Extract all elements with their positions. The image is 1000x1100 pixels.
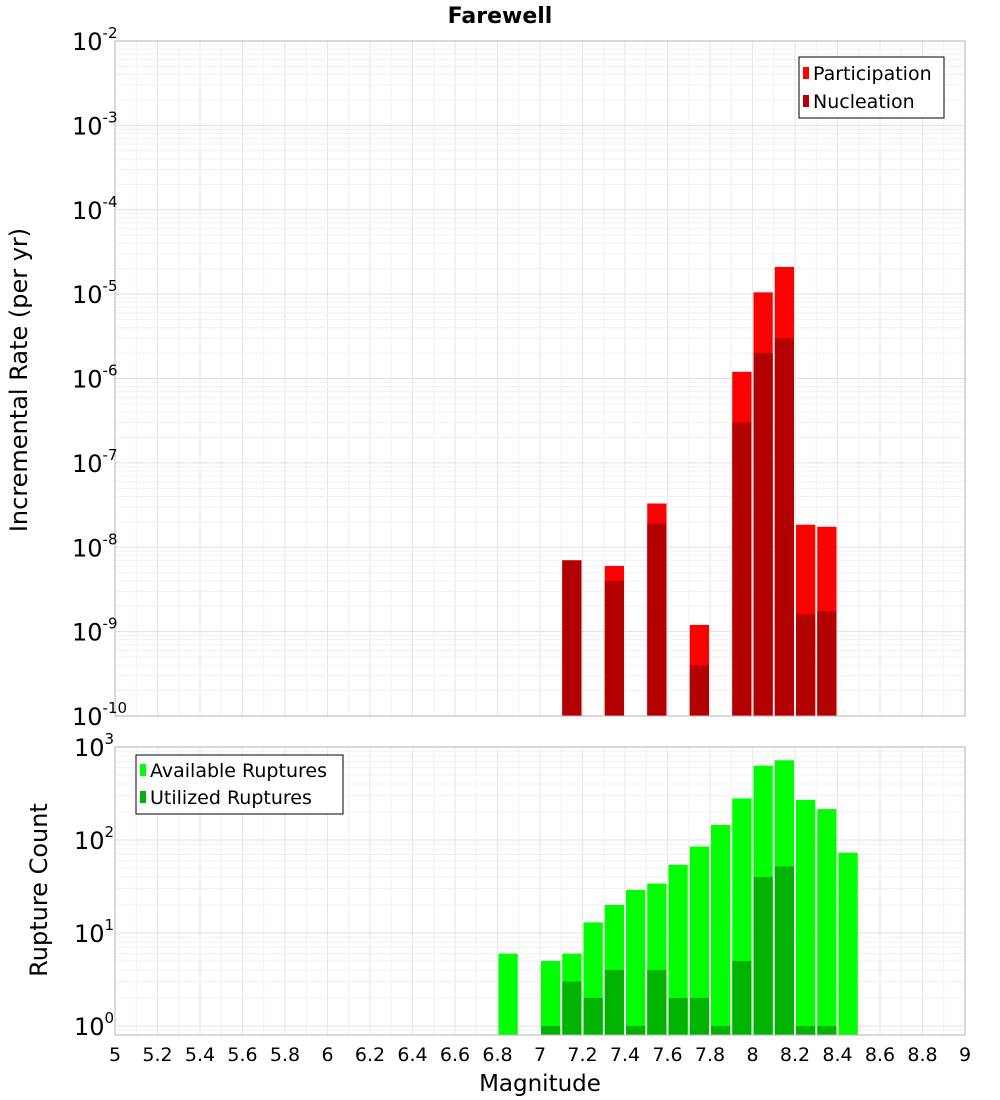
bar-nucleation: [689, 665, 709, 716]
rate-bars: [562, 266, 837, 716]
bar-utilized-ruptures: [796, 1025, 816, 1035]
bar-nucleation: [647, 523, 667, 716]
count-legend-box: [135, 754, 344, 815]
x-tick-label: 7: [534, 1044, 546, 1066]
bar-utilized-ruptures: [689, 997, 709, 1035]
y-tick-label: 10-10: [72, 699, 127, 731]
legend-label-utilized: Utilized Ruptures: [150, 787, 312, 809]
y-tick-label: 100: [74, 1009, 114, 1041]
y-tick-label: 10-3: [72, 108, 118, 140]
legend-label-participation: Participation: [813, 63, 932, 85]
y-tick-label: 101: [74, 916, 114, 948]
y-tick-label: 10-5: [72, 277, 118, 309]
legend-swatch-utilized: [140, 791, 146, 803]
y-tick-label: 10-7: [72, 446, 118, 478]
bar-nucleation: [732, 422, 752, 716]
bar-nucleation: [562, 560, 582, 716]
rate-plot-border: [114, 40, 966, 717]
count-plot-border: [114, 746, 966, 1036]
y-tick-label: 103: [74, 730, 114, 762]
x-tick-label: 5: [109, 1044, 121, 1066]
x-tick-label: 9: [959, 1044, 971, 1066]
x-tick-label: 6.8: [482, 1044, 512, 1066]
bar-available-ruptures: [541, 960, 561, 1035]
y-tick-label: 10-9: [72, 615, 118, 647]
y-tick-label: 10-6: [72, 362, 118, 394]
bar-utilized-ruptures: [626, 1025, 646, 1035]
bar-nucleation: [774, 338, 794, 716]
x-tick-label: 8.4: [822, 1044, 852, 1066]
bar-nucleation: [753, 353, 773, 716]
bar-utilized-ruptures: [774, 866, 794, 1035]
rate-legend-box: [798, 56, 945, 119]
legend-label-nucleation: Nucleation: [813, 91, 915, 113]
bar-available-ruptures: [668, 864, 688, 1035]
rate-gridlines: [114, 41, 966, 717]
x-tick-label: 7.4: [610, 1044, 640, 1066]
x-tick-label: 5.8: [270, 1044, 300, 1066]
rate-legend: Participation Nucleation: [798, 56, 945, 119]
bar-utilized-ruptures: [647, 969, 667, 1035]
x-tick-label: 5.4: [185, 1044, 215, 1066]
bar-available-ruptures: [626, 889, 646, 1035]
x-tick-label: 7.8: [695, 1044, 725, 1066]
x-tick-label: 5.6: [227, 1044, 257, 1066]
bar-utilized-ruptures: [562, 981, 582, 1035]
count-bars: [498, 760, 858, 1035]
bar-utilized-ruptures: [711, 1025, 731, 1035]
bar-utilized-ruptures: [583, 997, 603, 1035]
bar-utilized-ruptures: [668, 997, 688, 1035]
bar-nucleation: [817, 611, 837, 716]
bar-nucleation: [604, 580, 624, 716]
x-tick-label: 5.2: [142, 1044, 172, 1066]
x-tick-label: 8.8: [907, 1044, 937, 1066]
bar-available-ruptures: [796, 799, 816, 1035]
bar-utilized-ruptures: [732, 960, 752, 1035]
x-tick-label: 7.2: [567, 1044, 597, 1066]
bar-available-ruptures: [817, 809, 837, 1035]
x-tick-label: 6.6: [440, 1044, 470, 1066]
count-legend: Available Ruptures Utilized Ruptures: [135, 754, 344, 815]
legend-label-available: Available Ruptures: [150, 760, 327, 782]
rate-y-tick-labels: 10-2 10-3 10-4 10-5 10-6 10-7 10-8 10-9 10-10: [72, 24, 127, 731]
rate-y-axis-label: Incremental Rate (per yr): [5, 228, 33, 532]
legend-swatch-participation: [803, 67, 809, 79]
y-tick-label: 10-4: [72, 193, 118, 225]
x-tick-label: 6: [321, 1044, 333, 1066]
x-tick-label: 6.4: [397, 1044, 427, 1066]
bar-available-ruptures: [838, 852, 858, 1035]
bar-utilized-ruptures: [753, 877, 773, 1035]
y-tick-label: 102: [74, 823, 114, 855]
y-tick-label: 10-8: [72, 530, 118, 562]
x-tick-label: 7.6: [652, 1044, 682, 1066]
x-tick-label: 8.2: [780, 1044, 810, 1066]
x-tick-label: 8: [746, 1044, 758, 1066]
bar-utilized-ruptures: [541, 1025, 561, 1035]
legend-swatch-nucleation: [803, 95, 809, 107]
x-tick-label: 6.2: [355, 1044, 385, 1066]
count-y-axis-label: Rupture Count: [25, 803, 53, 977]
y-tick-label: 10-2: [72, 24, 118, 56]
legend-swatch-available: [140, 764, 146, 776]
x-tick-label: 8.6: [865, 1044, 895, 1066]
chart-title: Farewell: [448, 4, 553, 29]
count-panel: 103 102 101 100 5 5.2 5.4 5.6 5.8 6 6.2 6.4 6.6 6.8 7…: [25, 730, 971, 1097]
bar-available-ruptures: [498, 953, 518, 1035]
bar-utilized-ruptures: [817, 1025, 837, 1035]
x-axis-label: Magnitude: [479, 1071, 601, 1097]
bar-nucleation: [796, 614, 816, 716]
bar-utilized-ruptures: [604, 969, 624, 1035]
bar-available-ruptures: [689, 846, 709, 1035]
x-tick-labels: 5 5.2 5.4 5.6 5.8 6 6.2 6.4 6.6 6.8 7 7.2 7.4 7.6 7.8 8…: [109, 1044, 971, 1066]
count-y-tick-labels: 103 102 101 100: [74, 730, 114, 1041]
bar-available-ruptures: [711, 824, 731, 1035]
rate-panel: 10-2 10-3 10-4 10-5 10-6 10-7 10-8 10-9 10-10 In…: [5, 24, 966, 731]
